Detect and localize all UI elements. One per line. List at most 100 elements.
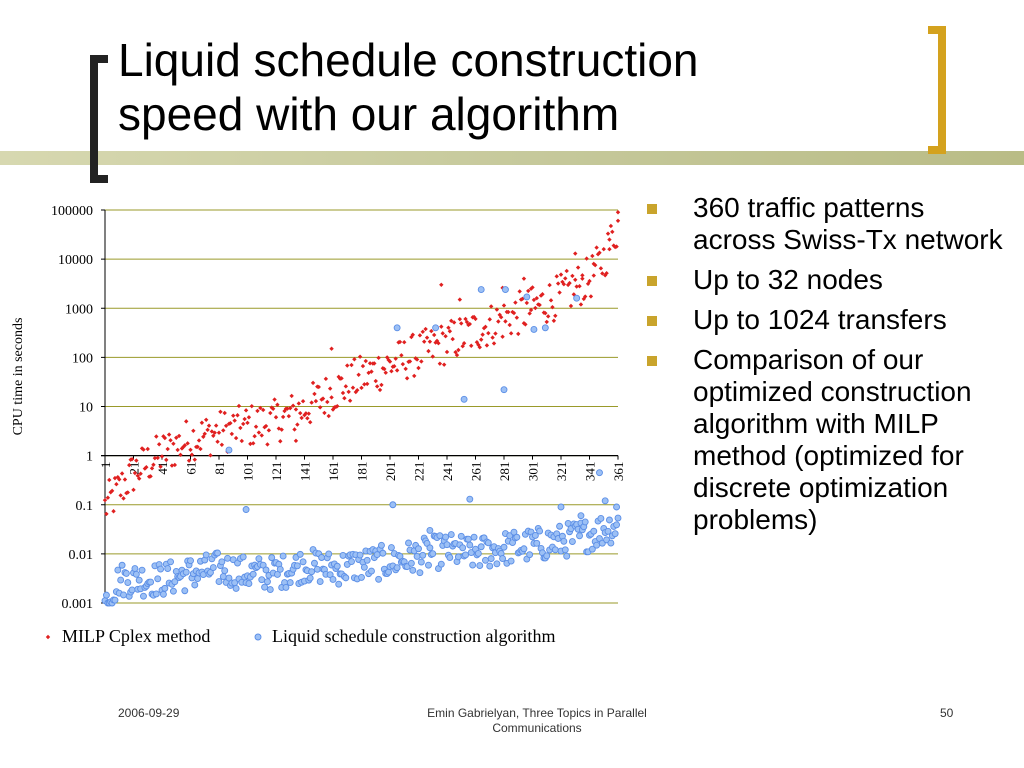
bullet-item: Up to 32 nodes (644, 264, 1014, 296)
milp-data-point (219, 442, 225, 447)
liquid-data-point (470, 533, 478, 541)
liquid-data-point (568, 538, 576, 545)
milp-data-point (340, 390, 346, 396)
milp-data-point (119, 471, 125, 476)
milp-data-point (580, 276, 585, 281)
liquid-data-point (266, 586, 274, 593)
liquid-data-point (135, 576, 143, 584)
milp-data-point (593, 262, 598, 268)
liquid-data-point (405, 539, 412, 547)
milp-data-point (557, 290, 562, 295)
y-tick-label: 0.1 (76, 499, 94, 514)
milp-data-point (521, 276, 527, 281)
milp-data-point (216, 430, 222, 435)
milp-data-point (422, 339, 427, 344)
x-tick-label: 321 (554, 462, 569, 482)
liquid-data-point (329, 576, 337, 583)
liquid-data-point (393, 564, 401, 572)
liquid-data-point (159, 590, 167, 598)
liquid-data-point (500, 386, 508, 394)
liquid-data-point (311, 559, 318, 567)
liquid-data-point (387, 544, 395, 552)
milp-data-point (607, 237, 612, 242)
milp-data-point (538, 293, 544, 298)
milp-data-point (232, 418, 237, 423)
milp-data-point (259, 433, 264, 438)
liquid-data-point (466, 541, 474, 549)
liquid-data-point (419, 551, 427, 559)
liquid-data-point (316, 578, 324, 586)
milp-data-point (419, 359, 424, 364)
milp-data-point (496, 319, 501, 324)
liquid-data-point (560, 537, 568, 545)
liquid-data-point (464, 535, 472, 543)
milp-data-point (312, 391, 317, 397)
liquid-data-point (122, 569, 130, 577)
milp-data-point (215, 439, 220, 444)
liquid-data-point (573, 294, 581, 302)
milp-data-point (296, 401, 301, 406)
milp-data-point (581, 296, 586, 302)
liquid-data-point (520, 545, 528, 553)
liquid-data-point (161, 584, 169, 592)
liquid-data-point (264, 578, 271, 586)
milp-data-point (359, 385, 364, 391)
liquid-data-point (500, 543, 508, 551)
milp-data-point (241, 421, 246, 427)
liquid-data-point (114, 566, 122, 574)
right-bracket-decoration (928, 26, 946, 154)
liquid-data-point (360, 563, 368, 571)
milp-data-point (317, 405, 323, 410)
milp-data-point (345, 363, 350, 368)
bullet-text: 360 traffic patterns across Swiss-Tx net… (693, 192, 1003, 255)
milp-data-point (403, 366, 408, 372)
milp-data-point (352, 357, 357, 362)
milp-data-point (426, 348, 431, 354)
milp-data-point (292, 427, 297, 432)
milp-data-point (393, 356, 398, 361)
liquid-data-point (469, 561, 477, 569)
milp-data-point (148, 474, 153, 479)
milp-data-point (342, 396, 347, 401)
milp-data-point (279, 427, 284, 432)
milp-data-point (102, 497, 108, 503)
milp-data-point (436, 341, 441, 346)
liquid-data-point (614, 514, 622, 522)
liquid-data-point (215, 578, 223, 586)
milp-data-point (198, 446, 203, 452)
legend-label-milp: MILP Cplex method (62, 626, 210, 646)
x-tick-label: 141 (298, 462, 313, 482)
milp-data-point (309, 400, 314, 405)
liquid-data-point (140, 592, 147, 600)
milp-data-point (466, 322, 471, 328)
y-tick-label: 100 (72, 351, 93, 366)
milp-data-point (109, 488, 115, 494)
milp-data-point (602, 273, 608, 278)
milp-data-point (551, 318, 557, 323)
liquid-data-point (466, 495, 474, 503)
liquid-data-point (262, 566, 270, 574)
milp-data-point (365, 381, 370, 387)
liquid-data-point (604, 527, 612, 535)
milp-data-point (171, 441, 176, 446)
milp-data-point (325, 399, 330, 405)
milp-data-point (108, 490, 113, 495)
milp-data-point (256, 430, 262, 435)
liquid-data-point (131, 565, 139, 573)
bullet-text: Up to 1024 transfers (693, 304, 947, 335)
milp-data-point (533, 305, 538, 311)
bullet-item: Up to 1024 transfers (644, 304, 1014, 336)
liquid-data-point (493, 560, 501, 568)
milp-data-point (208, 453, 213, 458)
milp-data-point (303, 411, 309, 416)
liquid-data-point (348, 558, 355, 566)
milp-data-point (218, 409, 223, 414)
milp-data-point (506, 309, 511, 315)
milp-data-point (429, 328, 434, 334)
milp-data-point (531, 297, 537, 303)
milp-data-point (563, 276, 568, 281)
liquid-data-point (613, 521, 621, 529)
milp-data-point (350, 385, 356, 390)
milp-data-point (460, 344, 465, 349)
milp-data-point (206, 423, 212, 428)
